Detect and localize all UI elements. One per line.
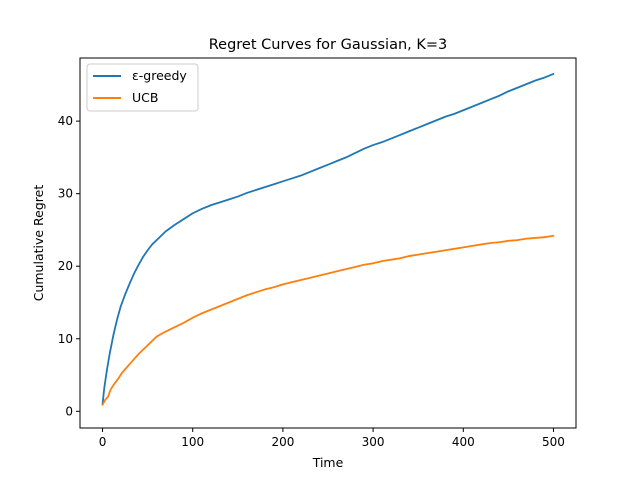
series-line-egreedy — [101, 73, 555, 405]
y-tick-label: 10 — [58, 332, 73, 346]
y-tick-label: 30 — [58, 187, 73, 201]
legend: ε-greedy UCB — [86, 63, 199, 112]
legend-label-egreedy: ε-greedy — [132, 68, 187, 83]
y-tick-label: 0 — [65, 404, 73, 418]
axes-frame — [79, 57, 577, 429]
chart-title: Regret Curves for Gaussian, K=3 — [209, 37, 448, 53]
series-lines — [101, 73, 555, 406]
y-axis: 0 10 20 30 40 — [58, 114, 80, 418]
x-axis-label: Time — [312, 455, 344, 470]
x-tick-label: 400 — [452, 435, 475, 449]
x-tick-label: 200 — [271, 435, 294, 449]
y-tick-label: 20 — [58, 259, 73, 273]
x-tick-label: 300 — [362, 435, 385, 449]
y-tick-label: 40 — [58, 114, 73, 128]
x-tick-label: 100 — [181, 435, 204, 449]
legend-label-ucb: UCB — [132, 90, 158, 105]
x-tick-label: 0 — [99, 435, 107, 449]
x-axis: 0 100 200 300 400 500 — [99, 428, 565, 449]
series-line-ucb — [101, 234, 555, 406]
plot-area: 0 100 200 300 400 500 0 10 20 30 40 — [58, 57, 577, 449]
y-axis-label: Cumulative Regret — [31, 185, 46, 302]
x-tick-label: 500 — [542, 435, 565, 449]
